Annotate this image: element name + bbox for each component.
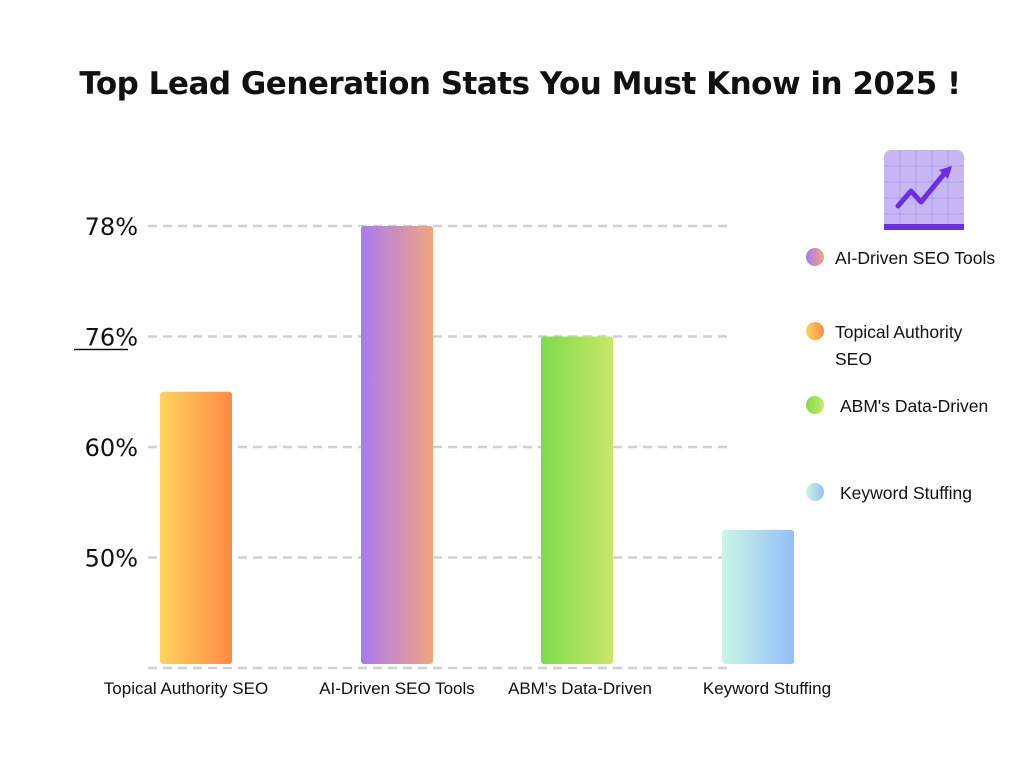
y-tick-label: 78% bbox=[85, 213, 138, 241]
bar-topical-authority-seo bbox=[160, 391, 232, 664]
y-tick-label: 50% bbox=[85, 545, 138, 573]
legend-item: Topical Authority SEO bbox=[806, 319, 1000, 373]
y-tick-label: 76% bbox=[85, 324, 138, 352]
legend-label: AI-Driven SEO Tools bbox=[835, 248, 996, 268]
bar-ai-driven-seo-tools bbox=[361, 226, 433, 664]
x-category-label: ABM's Data-Driven bbox=[508, 679, 652, 698]
x-category-label: AI-Driven SEO Tools bbox=[319, 679, 475, 698]
legend-swatch bbox=[806, 396, 824, 414]
legend-label: Topical Authority SEO bbox=[835, 322, 963, 369]
chart-title: Top Lead Generation Stats You Must Know … bbox=[79, 66, 961, 102]
legend-item: Keyword Stuffing bbox=[806, 480, 972, 507]
legend-item: ABM's Data-Driven bbox=[806, 393, 988, 420]
trending-up-chart-icon bbox=[884, 150, 964, 230]
bar-abm-s-data-driven bbox=[541, 336, 613, 664]
y-tick-labels: 78% 76% 60% 50% bbox=[74, 213, 138, 573]
bars bbox=[160, 226, 794, 664]
y-tick-label: 60% bbox=[85, 434, 138, 462]
legend-label: ABM's Data-Driven bbox=[840, 396, 989, 416]
bar-keyword-stuffing bbox=[722, 529, 794, 664]
x-category-label: Keyword Stuffing bbox=[703, 679, 831, 698]
gridlines bbox=[148, 224, 730, 670]
legend-swatch bbox=[806, 322, 824, 340]
x-category-labels: Topical Authority SEO AI-Driven SEO Tools… bbox=[104, 679, 831, 698]
x-category-label: Topical Authority SEO bbox=[104, 679, 268, 698]
legend-label: Keyword Stuffing bbox=[840, 483, 972, 503]
legend-item: AI-Driven SEO Tools bbox=[806, 245, 995, 272]
legend-swatch bbox=[806, 483, 824, 501]
legend-swatch bbox=[806, 248, 824, 266]
